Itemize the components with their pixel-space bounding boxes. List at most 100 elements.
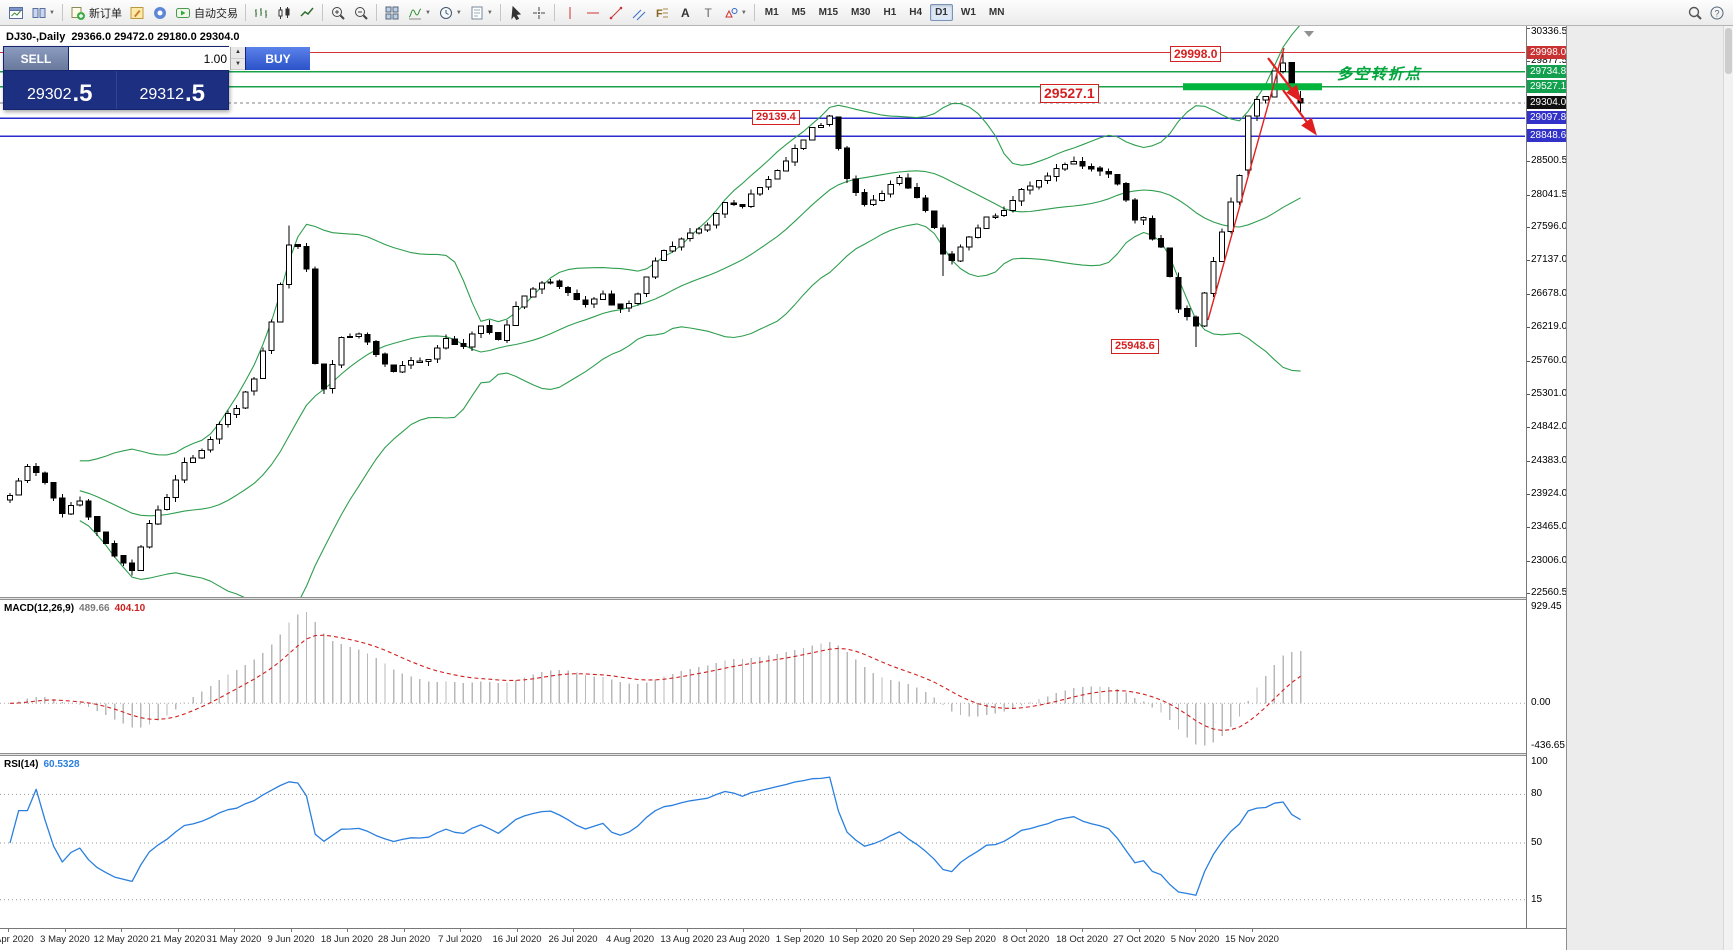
timeframe-m5-button[interactable]: M5 — [787, 4, 811, 21]
timeframe-m15-button[interactable]: M15 — [814, 4, 843, 21]
date-tickmark — [517, 929, 518, 932]
date-tickmark — [630, 929, 631, 932]
metaeditor-button[interactable] — [126, 3, 148, 23]
date-tickmark — [573, 929, 574, 932]
bid-price-big-digit: .5 — [72, 80, 93, 107]
rsi-label: RSI(14) 60.5328 — [4, 759, 85, 770]
date-tickmark — [1252, 929, 1253, 932]
date-tickmark — [1026, 929, 1027, 932]
search-icon — [1687, 5, 1703, 21]
bar-chart-mode-button[interactable] — [250, 3, 272, 23]
new-order-button[interactable]: 新订单 — [67, 3, 125, 23]
date-tickmark — [460, 929, 461, 932]
sell-button[interactable]: SELL — [4, 47, 69, 70]
date-label: 23 Apr 2020 — [0, 934, 34, 945]
rsi-value: 60.5328 — [43, 759, 80, 770]
date-label: 1 Sep 2020 — [775, 934, 825, 945]
new-chart-icon — [8, 5, 24, 21]
price-scale[interactable]: 30336.5 29877.5 28500.5 28041.5 27596.0 27137… — [1526, 26, 1566, 950]
channel-tool-button[interactable] — [628, 3, 650, 23]
vertical-line-tool-button[interactable] — [559, 3, 581, 23]
scrollbar-thumb[interactable] — [1725, 28, 1732, 74]
trendline-tool-button[interactable] — [605, 3, 627, 23]
pane-splitter[interactable] — [0, 753, 1566, 756]
text-annotation[interactable]: 多空转折点 — [1337, 66, 1423, 83]
pane-splitter[interactable] — [0, 597, 1566, 600]
new-chart-button[interactable] — [5, 3, 27, 23]
price-tick-label: 23924.0 — [1531, 487, 1567, 499]
line-chart-mode-button[interactable] — [296, 3, 318, 23]
main-chart-pane[interactable] — [0, 26, 1526, 597]
crosshair-tool-button[interactable] — [528, 3, 550, 23]
bid-price-display[interactable]: 29302.5 — [4, 71, 117, 109]
data-window-button[interactable] — [149, 3, 171, 23]
date-tickmark — [1082, 929, 1083, 932]
axis-tickmark — [1527, 294, 1530, 295]
text-tool-button[interactable]: A — [674, 3, 696, 23]
price-tick-label: 25760.0 — [1531, 354, 1567, 366]
price-annotation[interactable]: 29139.4 — [752, 110, 800, 126]
indicators-list-button[interactable]: ▼ — [404, 3, 434, 23]
bar-chart-mode-icon — [253, 5, 269, 21]
price-annotation[interactable]: 29527.1 — [1040, 84, 1099, 103]
macd-label: MACD(12,26,9) 489.66 404.10 — [4, 603, 150, 614]
help-button[interactable]: ? — [1706, 3, 1728, 23]
date-tickmark — [347, 929, 348, 932]
volume-down-button[interactable]: ▼ — [231, 58, 245, 70]
price-tick-label: 27137.0 — [1531, 254, 1567, 266]
timeframe-h1-button[interactable]: H1 — [878, 4, 901, 21]
cursor-tool-button[interactable] — [505, 3, 527, 23]
chart-profiles-button[interactable]: ▼ — [28, 3, 58, 23]
candlestick-mode-button[interactable] — [273, 3, 295, 23]
vertical-scrollbar[interactable] — [1723, 26, 1733, 950]
price-tick-label: 80 — [1531, 788, 1543, 800]
periods-button[interactable]: ▼ — [435, 3, 465, 23]
horizontal-line-tool-button[interactable] — [582, 3, 604, 23]
buy-button[interactable]: BUY — [245, 47, 310, 70]
date-tickmark — [969, 929, 970, 932]
macd-pane[interactable] — [0, 600, 1526, 753]
zoom-in-icon — [330, 5, 346, 21]
axis-tickmark — [1527, 394, 1530, 395]
date-tickmark — [291, 929, 292, 932]
timeframe-m30-button[interactable]: M30 — [846, 4, 875, 21]
ohlc-readout: 29366.0 29472.0 29180.0 29304.0 — [71, 31, 240, 43]
autotrading-button[interactable]: 自动交易 — [172, 3, 241, 23]
channel-tool-icon — [631, 5, 647, 21]
main-toolbar: ▼ 新订单 自动交易 ▼ ▼ ▼ F A T ▼ M1 M5 M15 M30 H1 H4 D1 W1 MN? — [0, 0, 1733, 26]
timeframe-w1-button[interactable]: W1 — [956, 4, 981, 21]
ask-price-display[interactable]: 29312.5 — [117, 71, 229, 109]
chevron-down-icon: ▼ — [49, 9, 55, 16]
timeframe-mn-button[interactable]: MN — [984, 4, 1010, 21]
zoom-in-button[interactable] — [327, 3, 349, 23]
axis-tickmark — [1527, 61, 1530, 62]
date-label: 5 Nov 2020 — [1170, 934, 1220, 945]
templates-button[interactable]: ▼ — [466, 3, 496, 23]
tile-windows-button[interactable] — [381, 3, 403, 23]
timeframe-h4-button[interactable]: H4 — [904, 4, 927, 21]
price-tick-label: -436.65 — [1531, 740, 1565, 751]
price-level-label: 29304.0 — [1527, 96, 1566, 110]
arrows-tool-icon — [723, 5, 739, 21]
date-tickmark — [687, 929, 688, 932]
rsi-pane[interactable] — [0, 756, 1526, 928]
volume-input[interactable] — [69, 47, 230, 70]
timeframe-d1-button[interactable]: D1 — [930, 4, 953, 21]
chevron-down-icon: ▼ — [740, 9, 747, 16]
volume-up-button[interactable]: ▲ — [231, 47, 245, 59]
text-label-tool-button[interactable]: T — [697, 3, 719, 23]
autotrading-label: 自动交易 — [193, 7, 238, 20]
zoom-out-button[interactable] — [350, 3, 372, 23]
arrows-tool-button[interactable]: ▼ — [720, 3, 750, 23]
price-annotation[interactable]: 25948.6 — [1111, 339, 1159, 355]
search-button[interactable] — [1684, 3, 1706, 23]
toolbar-separator — [244, 4, 246, 21]
axis-tickmark — [1527, 561, 1530, 562]
chart-profiles-icon — [31, 5, 47, 21]
svg-text:?: ? — [1715, 8, 1720, 18]
fibonacci-tool-button[interactable]: F — [651, 3, 673, 23]
workspace-filler — [1567, 26, 1733, 950]
timeframe-m1-button[interactable]: M1 — [760, 4, 784, 21]
price-annotation[interactable]: 29998.0 — [1170, 46, 1222, 63]
